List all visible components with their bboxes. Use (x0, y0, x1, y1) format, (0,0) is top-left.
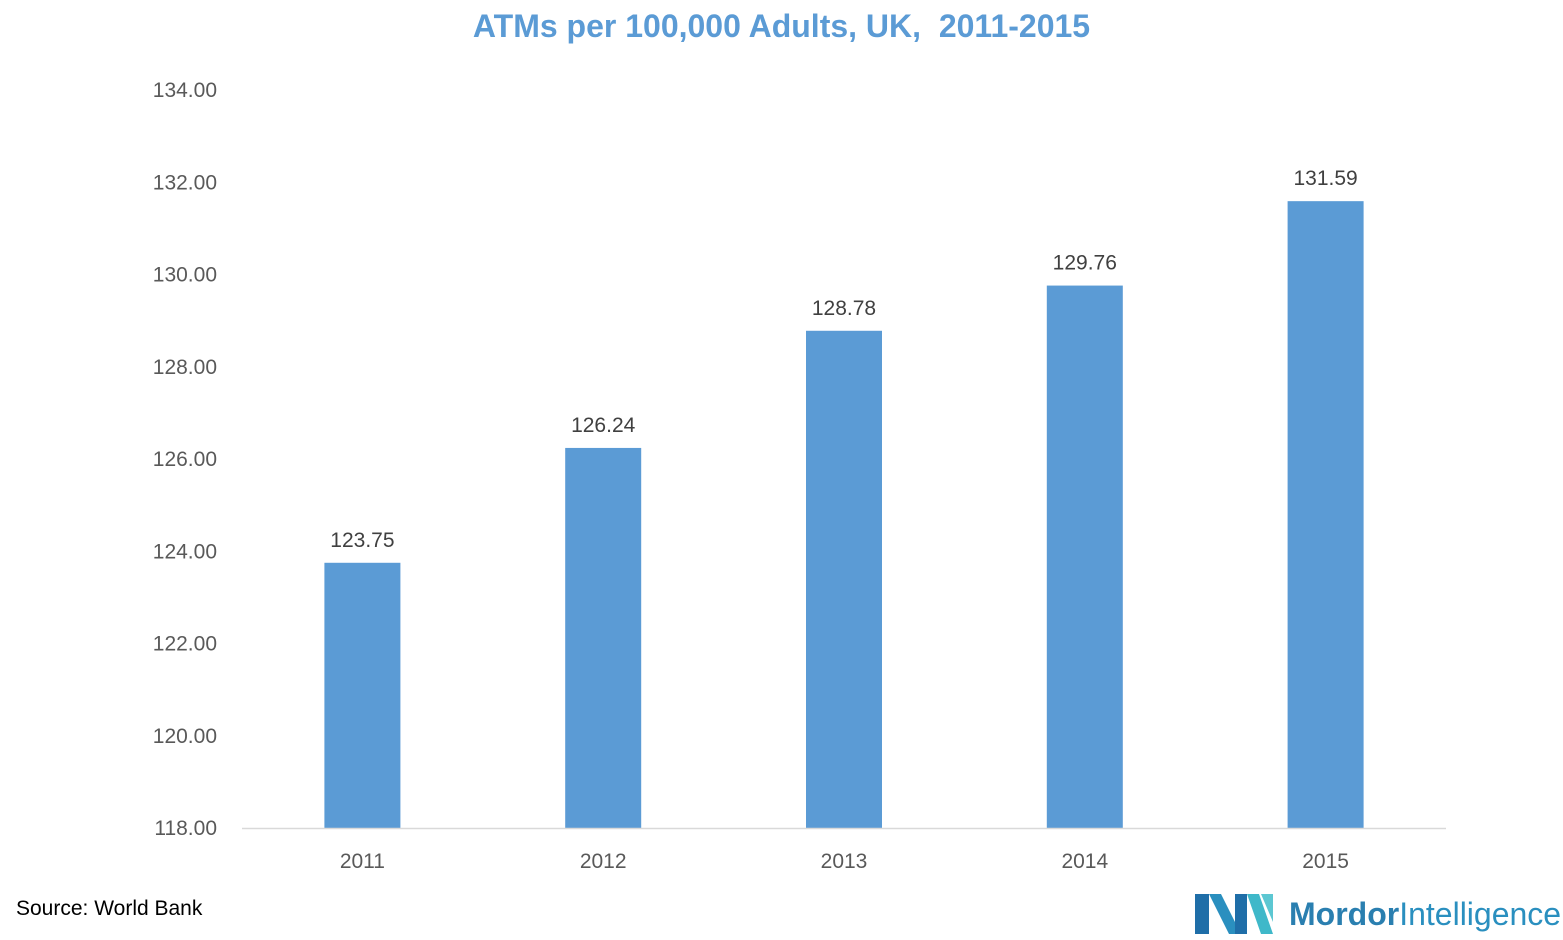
bar (324, 562, 401, 828)
data-label: 129.76 (1053, 252, 1117, 275)
brand-mark-icon (1195, 894, 1273, 934)
brand-name: MordorIntelligence (1289, 896, 1561, 933)
data-label: 131.59 (1293, 167, 1357, 190)
y-tick-label: 124.00 (153, 540, 217, 563)
y-tick-label: 134.00 (153, 79, 217, 102)
data-label: 126.24 (571, 414, 636, 437)
bars (324, 201, 1364, 828)
brand-name-part2: Intelligence (1399, 895, 1562, 932)
x-tick-label: 2011 (340, 850, 385, 873)
data-label: 123.75 (330, 529, 394, 552)
bar (565, 447, 642, 828)
x-axis: 2011 2012 2013 2014 2015 (340, 850, 1349, 873)
y-tick-label: 120.00 (153, 725, 217, 748)
x-tick-label: 2013 (821, 850, 868, 873)
bar (1287, 201, 1364, 828)
y-axis: 118.00 120.00 122.00 124.00 126.00 128.00 130.… (153, 79, 217, 840)
chart-title: ATMs per 100,000 Adults, UK, 2011-2015 (472, 8, 1091, 44)
source-note: Source: World Bank (16, 897, 203, 920)
x-tick-label: 2014 (1061, 850, 1108, 873)
x-tick-label: 2012 (580, 850, 627, 873)
bar (806, 330, 882, 828)
y-tick-label: 118.00 (154, 817, 217, 840)
y-tick-label: 132.00 (153, 171, 217, 194)
y-tick-label: 128.00 (153, 356, 217, 379)
bar (1046, 285, 1123, 828)
y-tick-label: 122.00 (153, 633, 217, 656)
data-labels: 123.75 126.24 128.78 129.76 131.59 (330, 167, 1357, 552)
brand-logo: MordorIntelligence (1195, 893, 1561, 935)
data-label: 128.78 (812, 297, 876, 320)
brand-name-part1: Mordor (1289, 895, 1400, 932)
y-tick-label: 126.00 (153, 448, 217, 471)
x-tick-label: 2015 (1302, 850, 1349, 873)
y-tick-label: 130.00 (153, 264, 217, 287)
